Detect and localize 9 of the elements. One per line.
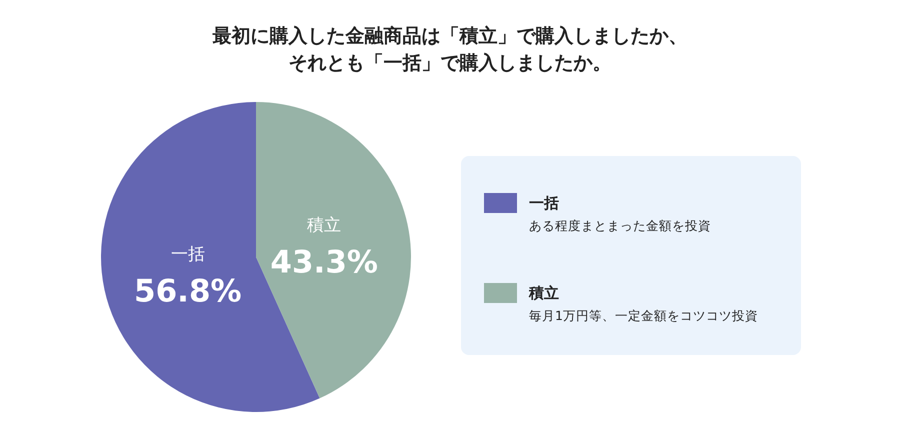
chart-title: 最初に購入した金融商品は「積立」で購入しましたか、それとも「一括」で購入しましたか。 <box>212 25 688 74</box>
data-label: 43.3% <box>270 244 378 280</box>
legend-label: 一括 <box>529 194 559 212</box>
slice-label: 積立 <box>307 215 342 236</box>
text: ある程度まとまった金額を投資 <box>529 218 711 233</box>
text: 毎月1万円等、一定金額をコツコツ投資 <box>529 308 758 323</box>
legend-label: 積立 <box>528 284 559 302</box>
data-label: 56.8% <box>134 274 242 310</box>
slice-label: 一括 <box>170 244 205 265</box>
